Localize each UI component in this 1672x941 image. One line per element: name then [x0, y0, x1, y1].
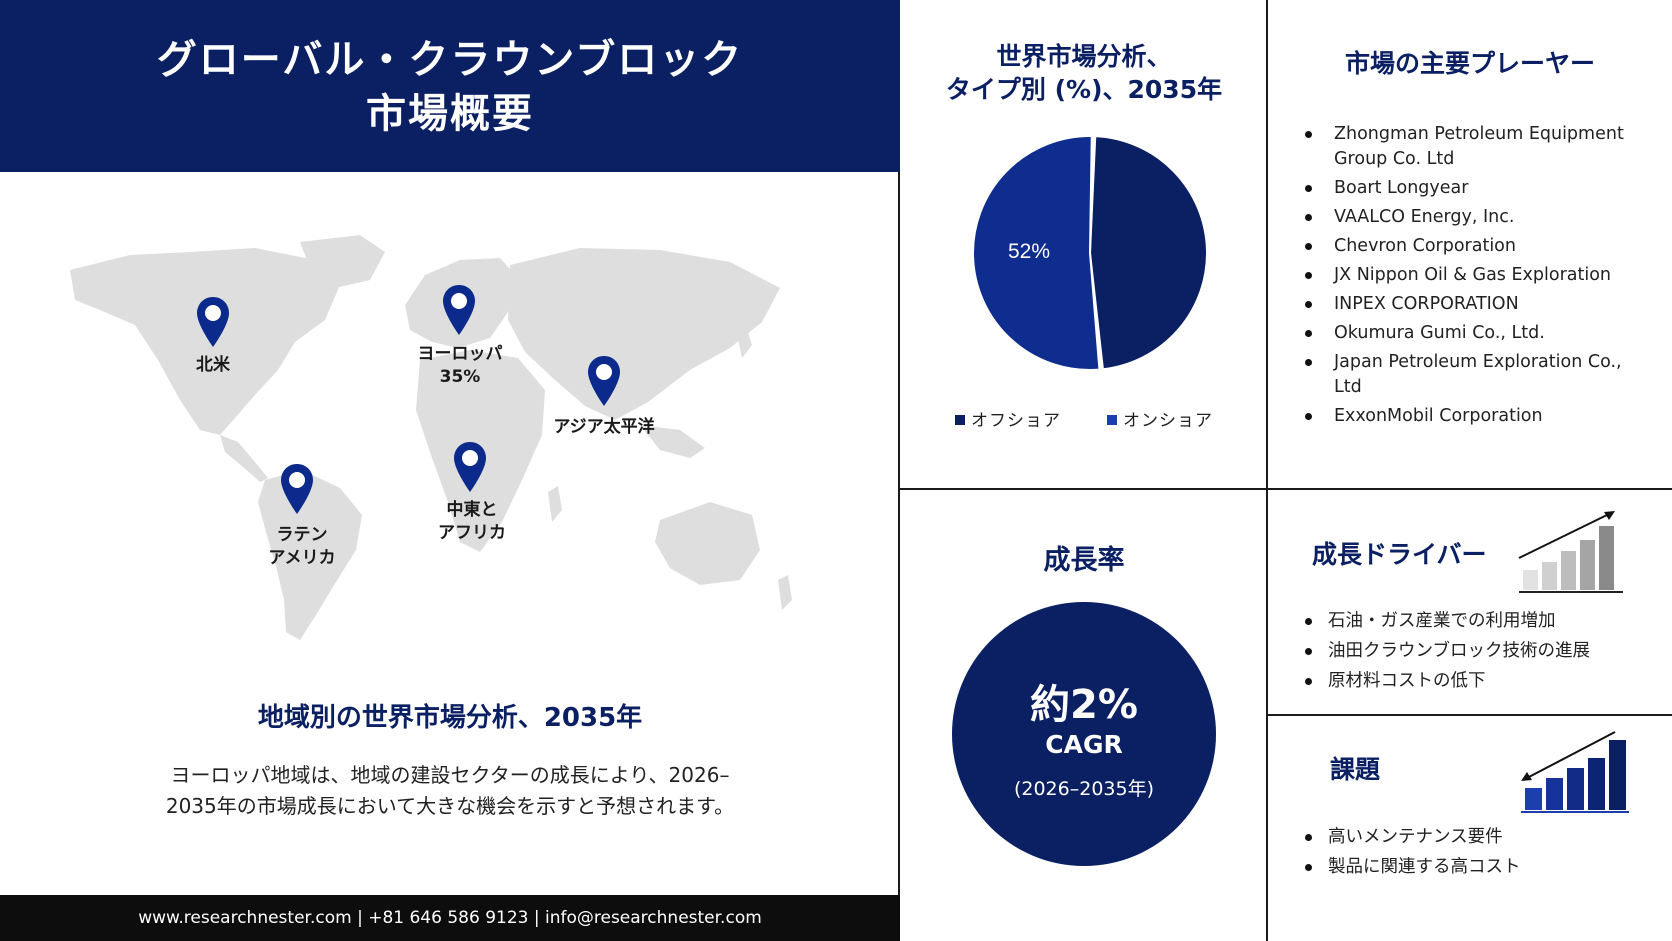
challenge-item: 製品に関連する高コスト	[1302, 852, 1662, 882]
pin-europe-icon[interactable]	[441, 283, 477, 337]
title-banner: グローバル・クラウンブロック 市場概要	[0, 0, 900, 172]
challenges-list: 高いメンテナンス要件 製品に関連する高コスト	[1302, 822, 1662, 882]
pie-slice-onshore	[972, 135, 1101, 371]
pin-asia-pacific-icon[interactable]	[586, 354, 622, 408]
left-panel	[898, 0, 900, 941]
key-player-item: Chevron Corporation	[1302, 234, 1652, 259]
growth-driver-item: 石油・ガス産業での利用増加	[1302, 606, 1662, 636]
rising-bar-chart-icon	[1518, 511, 1623, 593]
region-analysis-description: ヨーロッパ地域は、地域の建設セクターの成長により、2026–2035年の市場成長…	[165, 763, 735, 818]
key-players-list: Zhongman Petroleum Equipment Group Co. L…	[1302, 122, 1652, 433]
legend-item-offshore: オフショア	[955, 406, 1061, 431]
challenge-item: 高いメンテナンス要件	[1302, 822, 1662, 852]
label-asia-pacific: アジア太平洋	[553, 417, 655, 437]
key-player-item: INPEX CORPORATION	[1302, 292, 1652, 317]
key-player-item: JX Nippon Oil & Gas Exploration	[1302, 263, 1652, 288]
map-new-zealand	[778, 575, 792, 610]
falling-trend-chart-icon	[1521, 731, 1629, 813]
page-title-line1: グローバル・クラウンブロック	[156, 37, 744, 83]
map-japan	[735, 322, 752, 358]
pin-north-america-icon[interactable]	[195, 295, 231, 349]
growth-driver-item: 原材料コストの低下	[1302, 666, 1662, 696]
label-latin-america: ラテン アメリカ	[268, 525, 336, 568]
map-madagascar	[548, 486, 562, 522]
legend-swatch-offshore	[955, 415, 965, 425]
legend-swatch-onshore	[1107, 415, 1117, 425]
key-player-item: Okumura Gumi Co., Ltd.	[1302, 321, 1652, 346]
cagr-circle: 約2% CAGR (2026–2035年)	[952, 602, 1216, 866]
map-asia	[508, 248, 780, 420]
key-player-item: Zhongman Petroleum Equipment Group Co. L…	[1302, 122, 1652, 172]
region-analysis-heading: 地域別の世界市場分析、2035年	[257, 703, 643, 733]
map-greenland	[300, 235, 385, 288]
challenges-title: 課題	[1330, 755, 1381, 784]
cagr-value: 約2%	[1030, 682, 1138, 728]
pin-latin-america-icon[interactable]	[279, 462, 315, 516]
divider-horizontal-right	[1266, 714, 1672, 716]
map-south-america	[258, 470, 362, 640]
growth-drivers-list: 石油・ガス産業での利用増加 油田クラウンブロック技術の進展 原材料コストの低下	[1302, 606, 1662, 696]
key-player-item: Japan Petroleum Exploration Co., Ltd	[1302, 350, 1652, 400]
europe-share: 35%	[439, 367, 481, 387]
cagr-period: (2026–2035年)	[1013, 778, 1155, 800]
key-players-title: 市場の主要プレーヤー	[1344, 49, 1595, 78]
pie-chart: 52%	[972, 135, 1208, 371]
footer-contact-bar: www.researchnester.com | +81 646 586 912…	[0, 895, 900, 941]
key-player-item: VAALCO Energy, Inc.	[1302, 205, 1652, 230]
cagr-label: CAGR	[1045, 730, 1123, 759]
label-mea: 中東と アフリカ	[438, 500, 506, 543]
pie-slice-offshore	[1088, 135, 1208, 371]
map-se-asia	[640, 425, 705, 458]
page-title-line2: 市場概要	[366, 91, 534, 137]
map-north-america	[70, 248, 340, 435]
key-player-item: ExxonMobil Corporation	[1302, 404, 1652, 429]
divider-horizontal-main	[900, 488, 1672, 490]
pie-chart-title: 世界市場分析、 タイプ別 (%)、2035年	[945, 42, 1223, 104]
label-north-america: 北米	[196, 355, 230, 375]
pie-slice-label-onshore: 52%	[1008, 240, 1050, 263]
legend-item-onshore: オンショア	[1107, 406, 1213, 431]
key-player-item: Boart Longyear	[1302, 176, 1652, 201]
map-australia	[655, 502, 760, 585]
growth-rate-title: 成長率	[1043, 545, 1125, 576]
growth-driver-item: 油田クラウンブロック技術の進展	[1302, 636, 1662, 666]
pin-mea-icon[interactable]	[452, 440, 488, 494]
label-europe: ヨーロッパ 35%	[380, 343, 540, 389]
divider-vertical	[1266, 0, 1268, 941]
growth-drivers-title: 成長ドライバー	[1312, 540, 1487, 569]
map-central-america	[220, 435, 268, 482]
world-map	[70, 235, 792, 640]
